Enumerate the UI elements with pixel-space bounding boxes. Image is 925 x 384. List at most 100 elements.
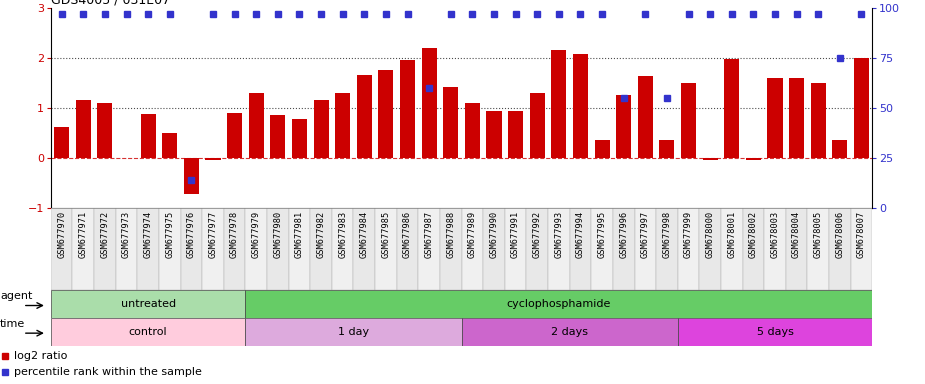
Bar	[681, 83, 697, 158]
Text: GSM678001: GSM678001	[727, 211, 736, 258]
Text: GSM677979: GSM677979	[252, 211, 261, 258]
Bar	[637, 76, 653, 158]
Bar	[487, 111, 501, 158]
Bar	[55, 127, 69, 158]
Text: GSM677975: GSM677975	[166, 211, 174, 258]
Text: GSM678005: GSM678005	[814, 211, 822, 258]
Bar	[116, 208, 137, 290]
Bar	[526, 208, 548, 290]
Bar	[397, 208, 418, 290]
Bar	[227, 113, 242, 158]
Text: GSM677990: GSM677990	[489, 211, 499, 258]
Bar	[570, 208, 591, 290]
Bar	[72, 208, 94, 290]
Text: GSM677993: GSM677993	[554, 211, 563, 258]
Bar	[724, 59, 739, 158]
Text: log2 ratio: log2 ratio	[14, 351, 68, 361]
Text: GSM678006: GSM678006	[835, 211, 845, 258]
Text: 1 day: 1 day	[338, 327, 369, 337]
Bar	[508, 111, 524, 158]
Bar	[137, 208, 159, 290]
Bar	[162, 133, 178, 158]
Text: GSM677974: GSM677974	[143, 211, 153, 258]
Text: GSM677982: GSM677982	[316, 211, 326, 258]
Bar	[203, 208, 224, 290]
Bar	[721, 208, 743, 290]
Text: percentile rank within the sample: percentile rank within the sample	[14, 367, 202, 377]
Bar	[314, 100, 328, 158]
Bar	[551, 50, 566, 158]
Bar	[591, 208, 613, 290]
Bar	[764, 208, 786, 290]
Bar	[353, 208, 376, 290]
Text: GSM678004: GSM678004	[792, 211, 801, 258]
Text: GSM677977: GSM677977	[208, 211, 217, 258]
Bar	[51, 290, 245, 318]
Bar	[851, 208, 872, 290]
Bar	[376, 208, 397, 290]
Bar	[51, 318, 245, 346]
Bar	[440, 208, 462, 290]
Bar	[378, 70, 393, 158]
Text: GSM678002: GSM678002	[749, 211, 758, 258]
Bar	[332, 208, 353, 290]
Bar	[270, 115, 286, 158]
Bar	[616, 95, 631, 158]
Bar	[808, 208, 829, 290]
Bar	[245, 290, 872, 318]
Bar	[422, 48, 437, 158]
Bar	[573, 54, 588, 158]
Bar	[184, 158, 199, 194]
Text: GSM678000: GSM678000	[706, 211, 715, 258]
Bar	[51, 208, 72, 290]
Text: GSM677976: GSM677976	[187, 211, 196, 258]
Bar	[443, 87, 458, 158]
Text: 5 days: 5 days	[757, 327, 794, 337]
Text: GSM677983: GSM677983	[339, 211, 347, 258]
Bar	[462, 318, 678, 346]
Text: GSM677987: GSM677987	[425, 211, 434, 258]
Bar	[462, 208, 483, 290]
Text: untreated: untreated	[120, 299, 176, 309]
Text: time: time	[0, 319, 25, 329]
Bar	[613, 208, 635, 290]
Text: GSM677996: GSM677996	[619, 211, 628, 258]
Bar	[660, 140, 674, 158]
Text: GSM677997: GSM677997	[641, 211, 649, 258]
Bar	[141, 114, 155, 158]
Text: GSM677998: GSM677998	[662, 211, 672, 258]
Bar	[267, 208, 289, 290]
Text: GSM677984: GSM677984	[360, 211, 369, 258]
Text: GDS4005 / 031E07: GDS4005 / 031E07	[51, 0, 170, 7]
Bar	[94, 208, 116, 290]
Bar	[699, 208, 721, 290]
Bar	[245, 208, 267, 290]
Bar	[400, 60, 415, 158]
Text: GSM677985: GSM677985	[381, 211, 390, 258]
Bar	[180, 208, 203, 290]
Text: 2 days: 2 days	[551, 327, 588, 337]
Bar	[595, 140, 610, 158]
Bar	[483, 208, 505, 290]
Text: GSM677972: GSM677972	[101, 211, 109, 258]
Bar	[854, 58, 869, 158]
Text: GSM677986: GSM677986	[403, 211, 412, 258]
Text: control: control	[129, 327, 167, 337]
Bar	[310, 208, 332, 290]
Bar	[678, 208, 699, 290]
Text: GSM677971: GSM677971	[79, 211, 88, 258]
Bar	[832, 140, 847, 158]
Text: GSM677973: GSM677973	[122, 211, 131, 258]
Text: GSM678007: GSM678007	[857, 211, 866, 258]
Text: GSM677995: GSM677995	[598, 211, 607, 258]
Text: GSM677970: GSM677970	[57, 211, 67, 258]
Bar	[743, 208, 764, 290]
Bar	[465, 103, 480, 158]
Text: GSM677981: GSM677981	[295, 211, 304, 258]
Bar	[159, 208, 180, 290]
Bar	[249, 93, 264, 158]
Text: agent: agent	[0, 291, 32, 301]
Bar	[205, 158, 220, 160]
Text: GSM677978: GSM677978	[230, 211, 239, 258]
Bar	[768, 78, 783, 158]
